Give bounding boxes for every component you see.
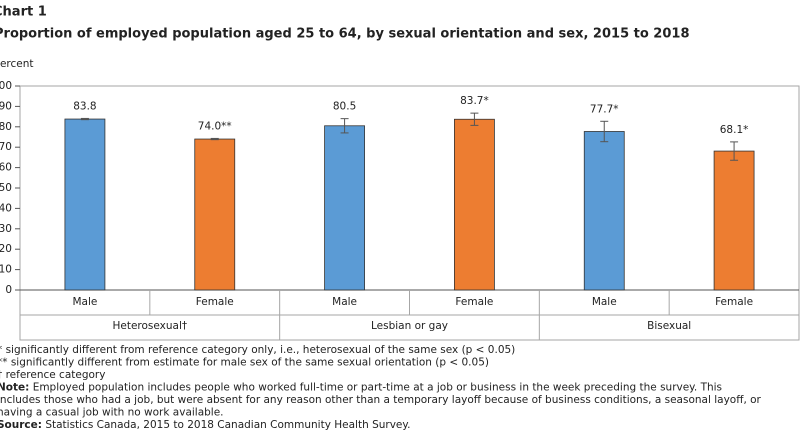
y-tick-label: 40 [0,202,12,214]
y-tick-label: 10 [0,264,12,276]
note-text: having a casual job with no work availab… [0,407,224,419]
x-tick-label: Male [592,296,617,308]
data-label: 80.5 [333,101,356,113]
chart-title: Proportion of employed population aged 2… [0,27,690,42]
bar [454,118,495,291]
footnote: * significantly different from reference… [0,344,515,356]
x-tick-label: Male [72,296,97,308]
group-label: Heterosexual† [112,320,187,332]
y-tick-label: 90 [0,100,12,112]
group-label: Bisexual [647,320,691,332]
note: having a casual job with no work availab… [0,407,224,419]
group-label: Lesbian or gay [371,320,448,332]
bar [194,138,236,291]
source: Source: Statistics Canada, 2015 to 2018 … [0,419,410,431]
y-tick-label: 20 [0,243,12,255]
data-label: 77.7* [590,103,619,115]
footnote: † reference category [0,369,105,381]
plot-frame [19,85,800,341]
data-label: 83.7* [460,95,489,107]
bar [713,150,755,291]
y-axis-label: Percent [0,58,34,70]
source-label: Source: [0,419,42,431]
note-label: Note: [0,382,29,394]
y-tick-label: 50 [0,182,12,194]
chart-label: Chart 1 [0,5,47,20]
bar [324,125,365,291]
note-text: includes those who had a job, but were a… [0,394,762,406]
y-tick-label: 80 [0,121,12,133]
y-tick-label: 0 [5,284,12,296]
footnote: ** significantly different from estimate… [0,357,489,369]
data-label: 68.1* [720,124,749,136]
note: includes those who had a job, but were a… [0,394,762,406]
y-tick-label: 70 [0,141,12,153]
data-label: 83.8 [73,100,96,112]
y-tick-label: 30 [0,223,12,235]
x-tick-label: Female [715,296,753,308]
data-label: 74.0** [198,120,232,132]
x-tick-label: Male [332,296,357,308]
x-tick-label: Female [455,296,493,308]
note: Note: Employed population includes peopl… [0,382,722,394]
y-tick-label: 60 [0,162,12,174]
bar [583,131,625,291]
note-text: Employed population includes people who … [33,382,722,394]
x-tick-label: Female [196,296,234,308]
y-tick-label: 100 [0,80,12,92]
bar [64,118,106,291]
source-text: Statistics Canada, 2015 to 2018 Canadian… [45,419,410,431]
